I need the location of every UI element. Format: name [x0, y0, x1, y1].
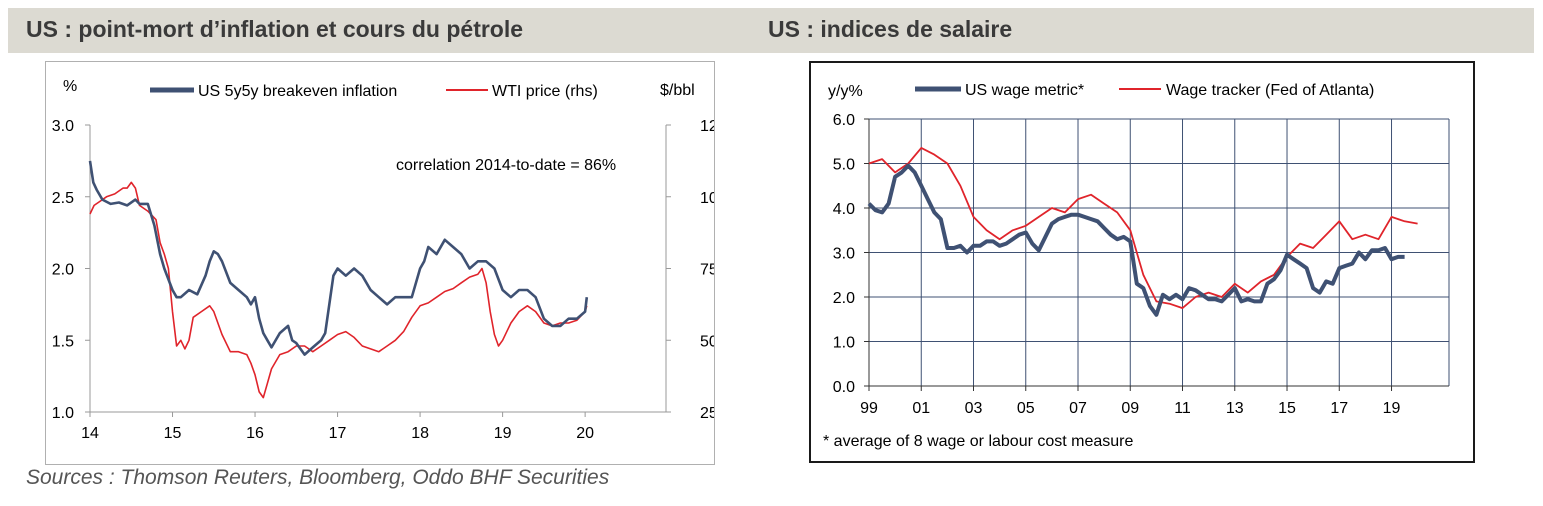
x-tick-label: 14 — [81, 425, 99, 442]
y-tick-label: 3.0 — [833, 246, 855, 263]
left-chart-svg: 1.0 1.5 2.0 2.5 3.0 25 50 75 100 125 14 15 16 17 18 19 2… — [52, 78, 714, 442]
left-y-tick-label: 2.0 — [52, 262, 74, 279]
left-chart-panel: 1.0 1.5 2.0 2.5 3.0 25 50 75 100 125 14 15 16 17 18 19 2… — [45, 61, 715, 465]
wage-tracker-line — [868, 147, 1418, 310]
left-y-tick-label: 3.0 — [52, 118, 74, 135]
sources-note: Sources : Thomson Reuters, Bloomberg, Od… — [26, 466, 610, 489]
x-tick-label: 13 — [1226, 400, 1244, 417]
x-tick-label: 17 — [329, 425, 347, 442]
y-tick-label: 1.0 — [833, 335, 855, 352]
y-tick-label: 2.0 — [833, 290, 855, 307]
wti-price-line — [89, 181, 588, 399]
x-tick-label: 03 — [965, 400, 983, 417]
left-y-tick-label: 1.0 — [52, 405, 74, 422]
x-tick-label: 16 — [246, 425, 264, 442]
x-tick-label: 01 — [912, 400, 930, 417]
right-y-tick-label: 50 — [700, 333, 714, 350]
right-y-tick-label: 125 — [700, 118, 714, 135]
y-tick-label: 4.0 — [833, 201, 855, 218]
right-y-tick-label: 25 — [700, 405, 714, 422]
legend-label-wti: WTI price (rhs) — [492, 83, 598, 100]
title-bar — [8, 8, 1534, 53]
right-y-tick-label: 100 — [700, 190, 714, 207]
y-tick-label: 0.0 — [833, 379, 855, 396]
x-tick-label: 18 — [411, 425, 429, 442]
legend-label-wage-tracker: Wage tracker (Fed of Atlanta) — [1166, 82, 1374, 99]
right-chart-panel: 0.0 1.0 2.0 3.0 4.0 5.0 6.0 99 01 03 05 07 09 11 13 15 1… — [809, 61, 1475, 463]
x-tick-label: 19 — [1383, 400, 1401, 417]
x-tick-label: 99 — [860, 400, 878, 417]
x-tick-label: 20 — [576, 425, 594, 442]
right-chart-svg: 0.0 1.0 2.0 3.0 4.0 5.0 6.0 99 01 03 05 07 09 11 13 15 1… — [823, 82, 1450, 450]
x-tick-label: 05 — [1017, 400, 1035, 417]
right-y-tick-label: 75 — [700, 262, 714, 279]
wage-metric-line — [867, 163, 1405, 317]
x-tick-label: 15 — [164, 425, 182, 442]
footnote: * average of 8 wage or labour cost measu… — [823, 433, 1134, 450]
left-chart-title: US : point-mort d’inflation et cours du … — [26, 16, 524, 42]
y-unit: y/y% — [828, 83, 863, 100]
left-y-unit: % — [63, 78, 77, 95]
y-tick-label: 5.0 — [833, 157, 855, 174]
x-tick-label: 11 — [1174, 400, 1191, 417]
left-y-tick-label: 2.5 — [52, 190, 74, 207]
x-tick-label: 09 — [1121, 400, 1139, 417]
x-tick-label: 15 — [1278, 400, 1296, 417]
legend-label-wage-metric: US wage metric* — [965, 82, 1084, 99]
correlation-annotation: correlation 2014-to-date = 86% — [396, 157, 616, 174]
right-chart-title: US : indices de salaire — [768, 16, 1013, 42]
legend-label-breakeven: US 5y5y breakeven inflation — [198, 83, 397, 100]
x-tick-label: 19 — [494, 425, 512, 442]
left-y-tick-label: 1.5 — [52, 333, 74, 350]
x-tick-label: 07 — [1069, 400, 1087, 417]
x-tick-label: 17 — [1330, 400, 1348, 417]
y-tick-label: 6.0 — [833, 112, 855, 129]
right-y-unit: $/bbl — [660, 82, 695, 99]
breakeven-inflation-line — [88, 160, 589, 356]
